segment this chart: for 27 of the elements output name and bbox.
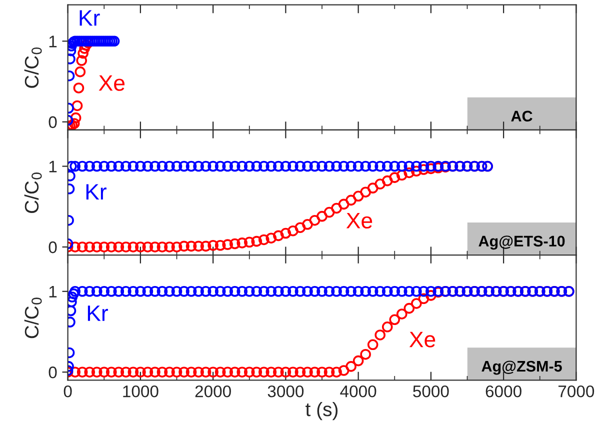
y-axis-title: C/C$_{0}$ (24, 47, 42, 88)
series-label: Kr (86, 184, 106, 200)
annotation: Ag@ETS-10 (478, 236, 565, 250)
series-label: Xe (346, 212, 372, 228)
series-label: Kr (88, 306, 108, 321)
x-tick-label: 0 (64, 385, 72, 398)
annotation: AC (511, 110, 532, 122)
x-tick-label: 4000 (340, 385, 376, 398)
series-label: Kr (80, 10, 100, 26)
y-tick-label: 0 (48, 116, 57, 128)
x-tick-label: 7000 (558, 385, 594, 398)
x-axis-title: t (s) (306, 402, 338, 420)
x-tick-label: 3000 (268, 385, 304, 398)
y-tick-label: 0 (48, 241, 57, 254)
y-tick-label: 1 (49, 160, 57, 172)
annotation: Ag@ZSM-5 (482, 360, 562, 375)
y-tick-label: 1 (49, 286, 57, 298)
series-label: Xe (98, 75, 125, 91)
x-tick-label: 6000 (486, 385, 522, 398)
y-axis-title: C/C$_{0}$ (24, 172, 42, 213)
x-tick-label: 5000 (413, 385, 449, 398)
y-tick-label: 1 (49, 36, 57, 48)
series-label: Xe (409, 332, 436, 348)
y-tick-label: 0 (48, 366, 57, 378)
x-tick-label: 2000 (195, 385, 231, 398)
y-axis-title: C/C$_{0}$ (24, 298, 42, 338)
x-tick-label: 1000 (123, 385, 158, 398)
